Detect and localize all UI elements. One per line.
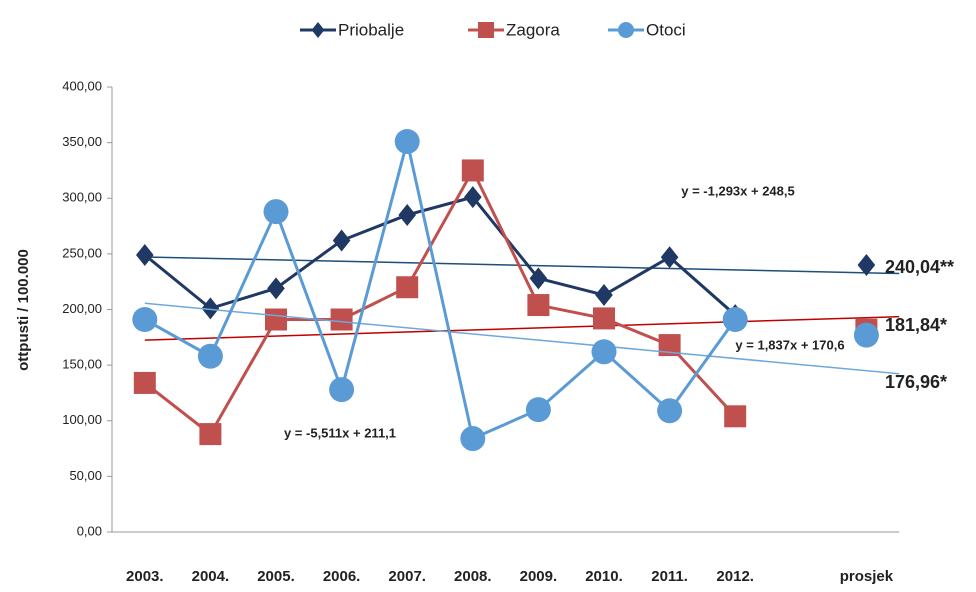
y-tick-label: 150,00 xyxy=(62,357,102,372)
x-tick-label: 2007. xyxy=(388,568,426,585)
y-tick-label: 100,00 xyxy=(62,412,102,427)
y-tick-label: 0,00 xyxy=(77,523,102,538)
data-point xyxy=(197,343,223,369)
average-label: 176,96* xyxy=(885,372,947,392)
legend-label: Zagora xyxy=(506,20,560,39)
legend-marker xyxy=(311,22,325,38)
x-tick-label: 2005. xyxy=(257,568,295,585)
data-point xyxy=(595,284,613,307)
x-tick-label: prosjek xyxy=(840,568,894,585)
data-point xyxy=(329,377,355,403)
x-tick-label: 2006. xyxy=(323,568,361,585)
data-point xyxy=(591,339,617,365)
data-point xyxy=(853,322,879,348)
data-point xyxy=(460,426,486,452)
trend-line xyxy=(144,315,900,341)
x-tick-label: 2003. xyxy=(126,568,164,585)
series-line xyxy=(145,197,867,315)
data-point xyxy=(461,159,484,182)
trend-equation: y = -1,293x + 248,5 xyxy=(681,183,794,198)
trend-equation: y = 1,837x + 170,6 xyxy=(735,337,844,352)
legend-label: Priobalje xyxy=(338,20,404,39)
data-point xyxy=(133,371,156,394)
data-point xyxy=(396,276,419,299)
y-tick-label: 300,00 xyxy=(62,190,102,205)
y-tick-label: 200,00 xyxy=(62,301,102,316)
data-point xyxy=(332,229,351,252)
legend-label: Otoci xyxy=(646,20,686,39)
data-point xyxy=(263,199,289,225)
y-axis-title: ottpusti / 100.000 xyxy=(15,249,32,371)
data-point xyxy=(857,253,876,276)
y-tick-label: 50,00 xyxy=(69,468,102,483)
data-point xyxy=(132,307,158,333)
trend-equation: y = -5,511x + 211,1 xyxy=(284,425,396,440)
average-label: 181,84* xyxy=(885,315,947,335)
y-tick-label: 400,00 xyxy=(62,78,102,93)
data-point xyxy=(464,186,482,209)
data-point xyxy=(267,277,285,300)
data-point xyxy=(660,246,679,269)
x-tick-label: 2009. xyxy=(520,568,558,585)
data-point xyxy=(657,398,683,424)
x-tick-label: 2011. xyxy=(651,568,688,585)
data-point xyxy=(527,294,550,317)
trend-line xyxy=(144,256,900,275)
data-point xyxy=(593,307,615,330)
average-label: 240,04** xyxy=(885,257,954,277)
data-point xyxy=(398,203,416,226)
data-point xyxy=(201,297,220,320)
data-point xyxy=(658,334,681,357)
legend-marker xyxy=(478,22,494,38)
data-point xyxy=(330,308,353,331)
data-point xyxy=(394,129,420,155)
series-line xyxy=(145,170,867,434)
y-tick-label: 250,00 xyxy=(62,245,102,260)
x-tick-label: 2004. xyxy=(192,568,230,585)
data-point xyxy=(529,267,548,290)
data-point xyxy=(265,308,287,331)
x-tick-label: 2012. xyxy=(716,568,754,585)
trend-line xyxy=(144,302,900,375)
data-point xyxy=(525,397,551,423)
data-point xyxy=(199,423,222,446)
x-tick-label: 2010. xyxy=(585,568,623,585)
data-point xyxy=(724,405,747,428)
x-tick-label: 2008. xyxy=(454,568,492,585)
data-point xyxy=(136,243,154,266)
data-point xyxy=(722,307,748,333)
y-tick-label: 350,00 xyxy=(62,134,102,149)
legend-marker xyxy=(618,22,634,38)
